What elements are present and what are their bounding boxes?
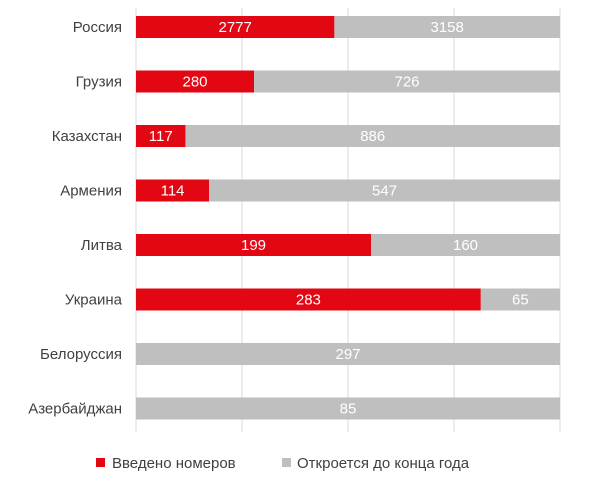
data-label: 726	[394, 74, 419, 91]
bar-to-open	[136, 343, 560, 365]
bars: 2777 3158 280 726 117 886 114 547 199 160 283 65 297…	[136, 16, 561, 420]
data-label: 547	[372, 183, 397, 200]
bar-to-open	[334, 16, 560, 38]
data-label: 85	[340, 401, 357, 418]
category-labels: Россия Грузия Казахстан Армения Литва Украина…	[28, 19, 122, 418]
data-label: 2777	[219, 19, 252, 36]
data-label: 886	[360, 128, 385, 145]
data-label: 283	[296, 292, 321, 309]
bar-introduced	[136, 125, 186, 147]
bar-introduced	[136, 179, 210, 202]
legend-swatch-introduced	[96, 458, 105, 467]
category-label: Белоруссия	[40, 346, 122, 363]
category-label: Азербайджан	[28, 401, 122, 418]
data-label: 114	[161, 183, 185, 200]
category-label: Армения	[60, 183, 122, 200]
legend-label-introduced: Введено номеров	[112, 455, 236, 472]
bar-introduced	[136, 70, 255, 93]
category-label: Казахстан	[52, 128, 122, 145]
legend-label-to-open: Откроется до конца года	[297, 455, 470, 472]
data-label: 3158	[431, 19, 464, 36]
bar-introduced	[136, 234, 372, 256]
bar-introduced	[136, 288, 481, 311]
bar-to-open	[136, 397, 560, 420]
bar-to-open	[254, 70, 560, 93]
bar-introduced	[136, 16, 335, 38]
data-label: 297	[335, 346, 360, 363]
bar-to-open	[371, 234, 560, 256]
category-label: Грузия	[76, 74, 122, 91]
data-label: 280	[182, 74, 207, 91]
bar-to-open	[209, 179, 561, 202]
data-label: 117	[149, 128, 173, 145]
legend-swatch-to-open	[282, 458, 291, 467]
category-label: Литва	[81, 237, 123, 254]
bar-to-open	[480, 288, 560, 311]
category-label: Украина	[65, 292, 123, 309]
bar-to-open	[185, 125, 560, 147]
data-label: 199	[241, 237, 266, 254]
data-label: 160	[453, 237, 478, 254]
legend: Введено номеров Откроется до конца года	[96, 455, 470, 472]
data-label: 65	[512, 292, 529, 309]
category-label: Россия	[73, 19, 122, 36]
